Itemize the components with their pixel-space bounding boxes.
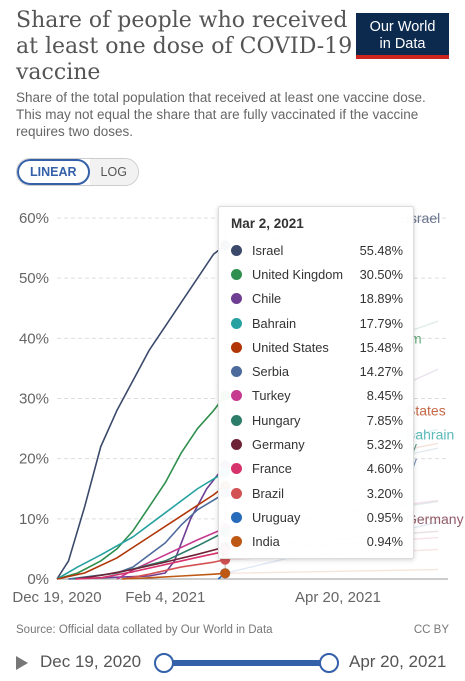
tooltip-value: 5.32%: [366, 437, 403, 453]
tooltip-row: Uruguay 0.95%: [231, 505, 403, 529]
tooltip-row: Serbia 14.27%: [231, 359, 403, 383]
y-tick-label: 30%: [19, 391, 49, 408]
series-line-united-kingdom: [56, 395, 226, 580]
legend-dot-icon: [231, 487, 242, 499]
series-line-germany: [75, 546, 226, 580]
legend-dot-icon: [231, 366, 242, 378]
series-line-united-states: [56, 485, 226, 580]
tooltip-value: 30.50%: [359, 266, 403, 282]
linear-scale-button[interactable]: LINEAR: [17, 159, 90, 185]
timeline-track[interactable]: [162, 660, 328, 666]
tooltip-country-name: Uruguay: [252, 509, 301, 525]
series-line-israel: [56, 244, 226, 580]
tooltip-value: 18.89%: [359, 291, 403, 307]
legend-dot-icon: [231, 244, 242, 256]
tooltip-country-name: United Kingdom: [252, 266, 344, 282]
timeline-start-date: Dec 19, 2020: [40, 652, 142, 671]
tooltip-country-name: France: [252, 461, 292, 477]
legend-dot-icon: [231, 341, 242, 353]
y-tick-label: 10%: [19, 511, 49, 528]
legend-dot-icon: [231, 293, 242, 305]
log-scale-button[interactable]: LOG: [89, 159, 138, 185]
series-line-chile: [68, 464, 226, 580]
tooltip-country-name: India: [252, 534, 280, 550]
end-label-united-states: States: [406, 403, 446, 419]
series-line-france: [75, 550, 226, 580]
timeline-end-handle[interactable]: [319, 653, 339, 673]
legend-dot-icon: [231, 268, 242, 280]
tooltip-country-name: Turkey: [252, 388, 291, 404]
legend-dot-icon: [231, 414, 242, 426]
owid-logo[interactable]: Our World in Data: [356, 13, 449, 59]
tooltip-value: 0.95%: [366, 509, 403, 525]
chart-subtitle: Share of the total population that recei…: [16, 90, 426, 139]
series-line-india: [121, 572, 226, 580]
legend-dot-icon: [231, 390, 242, 402]
legend-dot-icon: [231, 317, 242, 329]
play-icon[interactable]: [16, 656, 28, 670]
tooltip-country-name: Germany: [252, 437, 305, 453]
tooltip-country-name: Hungary: [252, 412, 301, 428]
tooltip-row: France 4.60%: [231, 457, 403, 481]
tooltip-country-name: Brazil: [252, 485, 284, 501]
tooltip-rows: Israel 55.48% United Kingdom 30.50% Chile 18.…: [231, 238, 403, 554]
tooltip-country-name: Chile: [252, 291, 282, 307]
chart-footer: Source: Official data collated by Our Wo…: [16, 624, 449, 636]
tooltip-value: 17.79%: [359, 315, 403, 331]
timeline: Dec 19, 2020 Apr 20, 2021: [0, 648, 465, 678]
timeline-end-date: Apr 20, 2021: [349, 652, 447, 671]
tooltip-row: United Kingdom 30.50%: [231, 262, 403, 286]
tooltip-value: 0.94%: [366, 534, 403, 550]
tooltip-value: 8.45%: [366, 388, 403, 404]
y-tick-label: 0%: [27, 571, 49, 588]
tooltip-row: Chile 18.89%: [231, 287, 403, 311]
tooltip-row: Hungary 7.85%: [231, 408, 403, 432]
tooltip-value: 14.27%: [359, 364, 403, 380]
y-tick-label: 50%: [19, 270, 49, 287]
series-marker-india: [220, 568, 231, 579]
x-tick-label: Apr 20, 2021: [295, 589, 381, 606]
x-tick-label: Feb 4, 2021: [125, 589, 205, 606]
chart-title: Share of people who received at least on…: [16, 8, 353, 85]
legend-dot-icon: [231, 439, 242, 451]
series-line-brazil: [123, 558, 226, 580]
x-tick-label: Dec 19, 2020: [12, 589, 101, 606]
series-line-bahrain: [56, 471, 226, 580]
tooltip-country-name: Bahrain: [252, 315, 297, 331]
tooltip-row: Turkey 8.45%: [231, 384, 403, 408]
tooltip-row: India 0.94%: [231, 530, 403, 554]
source-note[interactable]: Source: Official data collated by Our Wo…: [16, 624, 273, 636]
end-label-united-kingdom: m: [410, 330, 422, 346]
tooltip-row: United States 15.48%: [231, 335, 403, 359]
tooltip-row: Bahrain 17.79%: [231, 311, 403, 335]
tooltip-country-name: Serbia: [252, 364, 289, 380]
tooltip-value: 3.20%: [366, 485, 403, 501]
tooltip-row: Brazil 3.20%: [231, 481, 403, 505]
timeline-start-handle[interactable]: [154, 653, 174, 673]
tooltip-date: Mar 2, 2021: [231, 216, 304, 231]
end-label-bahrain: Bahrain: [406, 427, 454, 443]
tooltip-row: Israel 55.48%: [231, 238, 403, 262]
logo-line-1: Our World: [369, 19, 436, 35]
hover-tooltip: Mar 2, 2021 Israel 55.48% United Kingdom 30…: [218, 206, 414, 559]
tooltip-value: 55.48%: [359, 242, 403, 258]
tooltip-value: 15.48%: [359, 339, 403, 355]
y-tick-label: 40%: [19, 330, 49, 347]
y-tick-label: 60%: [19, 210, 49, 227]
scale-toggle: LINEAR LOG: [16, 158, 139, 186]
license-link[interactable]: CC BY: [413, 624, 449, 636]
series-faded-india: [225, 568, 439, 575]
end-label-germany: Germany: [406, 511, 464, 527]
tooltip-country-name: Israel: [252, 242, 284, 258]
tooltip-row: Germany 5.32%: [231, 432, 403, 456]
legend-dot-icon: [231, 536, 242, 548]
tooltip-value: 7.85%: [366, 412, 403, 428]
y-tick-label: 20%: [19, 451, 49, 468]
legend-dot-icon: [231, 463, 242, 475]
end-label-israel: Israel: [406, 210, 440, 226]
logo-line-2: in Data: [379, 36, 426, 52]
tooltip-value: 4.60%: [366, 461, 403, 477]
legend-dot-icon: [231, 511, 242, 523]
tooltip-country-name: United States: [252, 339, 329, 355]
